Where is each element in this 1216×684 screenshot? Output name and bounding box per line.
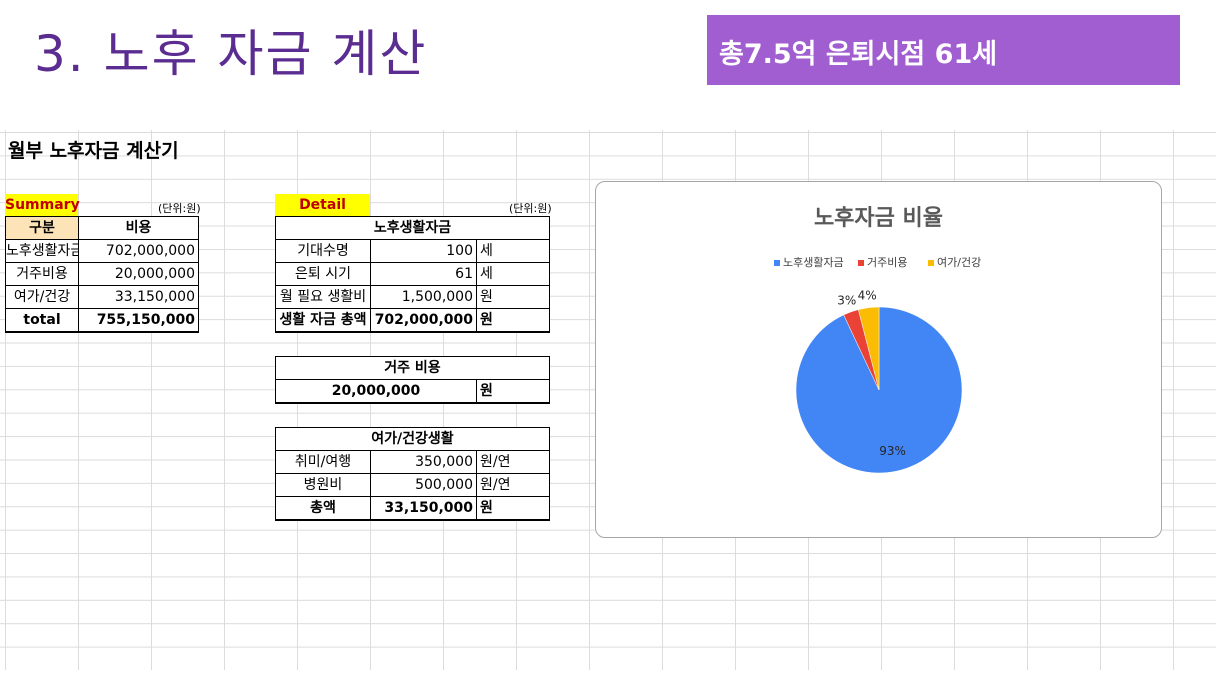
leisure-total-value[interactable]: 33,150,000 <box>370 496 477 521</box>
summary-row-value[interactable]: 33,150,000 <box>78 285 199 309</box>
sheet-title: 월부 노후자금 계산기 <box>8 140 179 162</box>
summary-row-name[interactable]: 거주비용 <box>5 262 79 286</box>
slide-title: 3. 노후 자금 계산 <box>34 25 428 83</box>
leisure-row-unit[interactable]: 원/연 <box>476 450 550 474</box>
pie-chart[interactable]: 노후자금 비율 노후생활자금 거주비용 여가/건강 93% 3% 4% <box>595 181 1162 538</box>
leisure-total-label[interactable]: 총액 <box>275 496 371 521</box>
pie-data-label: 4% <box>858 289 877 303</box>
living-funds-header[interactable]: 노후생활자금 <box>275 216 550 240</box>
legend-item: 여가/건강 <box>928 254 981 270</box>
legend-item: 노후생활자금 <box>774 254 844 270</box>
pie-slice-2[interactable] <box>858 306 880 391</box>
legend-swatch <box>774 260 780 266</box>
living-row-value[interactable]: 61 <box>370 262 477 286</box>
leisure-row-name[interactable]: 취미/여행 <box>275 450 371 474</box>
living-row-unit[interactable]: 세 <box>476 262 550 286</box>
leisure-row-value[interactable]: 350,000 <box>370 450 477 474</box>
living-row-unit[interactable]: 원 <box>476 285 550 309</box>
pie-plot: 93% 3% 4% <box>795 289 963 474</box>
legend-label: 노후생활자금 <box>783 256 844 269</box>
summary-label[interactable]: Summary <box>5 194 80 216</box>
living-row-name[interactable]: 월 필요 생활비 <box>275 285 371 309</box>
summary-row-name[interactable]: 여가/건강 <box>5 285 79 309</box>
summary-total-label[interactable]: total <box>5 308 79 333</box>
legend-item: 거주비용 <box>858 254 907 270</box>
detail-label[interactable]: Detail <box>275 194 370 216</box>
summary-header-cost[interactable]: 비용 <box>78 216 199 240</box>
housing-header[interactable]: 거주 비용 <box>275 356 550 380</box>
banner-text: 총7.5억 은퇴시점 61세 <box>719 39 998 70</box>
leisure-row-name[interactable]: 병원비 <box>275 473 371 497</box>
living-row-name[interactable]: 은퇴 시기 <box>275 262 371 286</box>
legend-label: 여가/건강 <box>937 256 982 269</box>
leisure-total-unit[interactable]: 원 <box>476 496 550 521</box>
housing-value[interactable]: 20,000,000 <box>275 379 477 404</box>
summary-row-value[interactable]: 702,000,000 <box>78 239 199 263</box>
legend-swatch <box>928 260 934 266</box>
leisure-row-unit[interactable]: 원/연 <box>476 473 550 497</box>
living-total-label[interactable]: 생활 자금 총액 <box>275 308 371 333</box>
living-total-value[interactable]: 702,000,000 <box>370 308 477 333</box>
leisure-header[interactable]: 여가/건강생활 <box>275 427 550 451</box>
summary-banner: 총7.5억 은퇴시점 61세 <box>707 15 1180 85</box>
pie-data-label: 93% <box>879 444 906 458</box>
legend-swatch <box>858 260 864 266</box>
summary-row-value[interactable]: 20,000,000 <box>78 262 199 286</box>
legend-label: 거주비용 <box>867 256 908 269</box>
summary-row-name[interactable]: 노후생활자금 <box>5 239 79 263</box>
chart-title: 노후자금 비율 <box>813 206 944 231</box>
summary-unit: (단위:원) <box>158 202 201 215</box>
living-row-unit[interactable]: 세 <box>476 239 550 263</box>
living-row-value[interactable]: 1,500,000 <box>370 285 477 309</box>
leisure-row-value[interactable]: 500,000 <box>370 473 477 497</box>
detail-unit: (단위:원) <box>509 202 552 215</box>
summary-total-value[interactable]: 755,150,000 <box>78 308 199 333</box>
pie-data-label: 3% <box>837 294 856 308</box>
living-total-unit[interactable]: 원 <box>476 308 550 333</box>
living-row-value[interactable]: 100 <box>370 239 477 263</box>
summary-header-category[interactable]: 구분 <box>5 216 79 240</box>
housing-unit[interactable]: 원 <box>476 379 550 404</box>
living-row-name[interactable]: 기대수명 <box>275 239 371 263</box>
